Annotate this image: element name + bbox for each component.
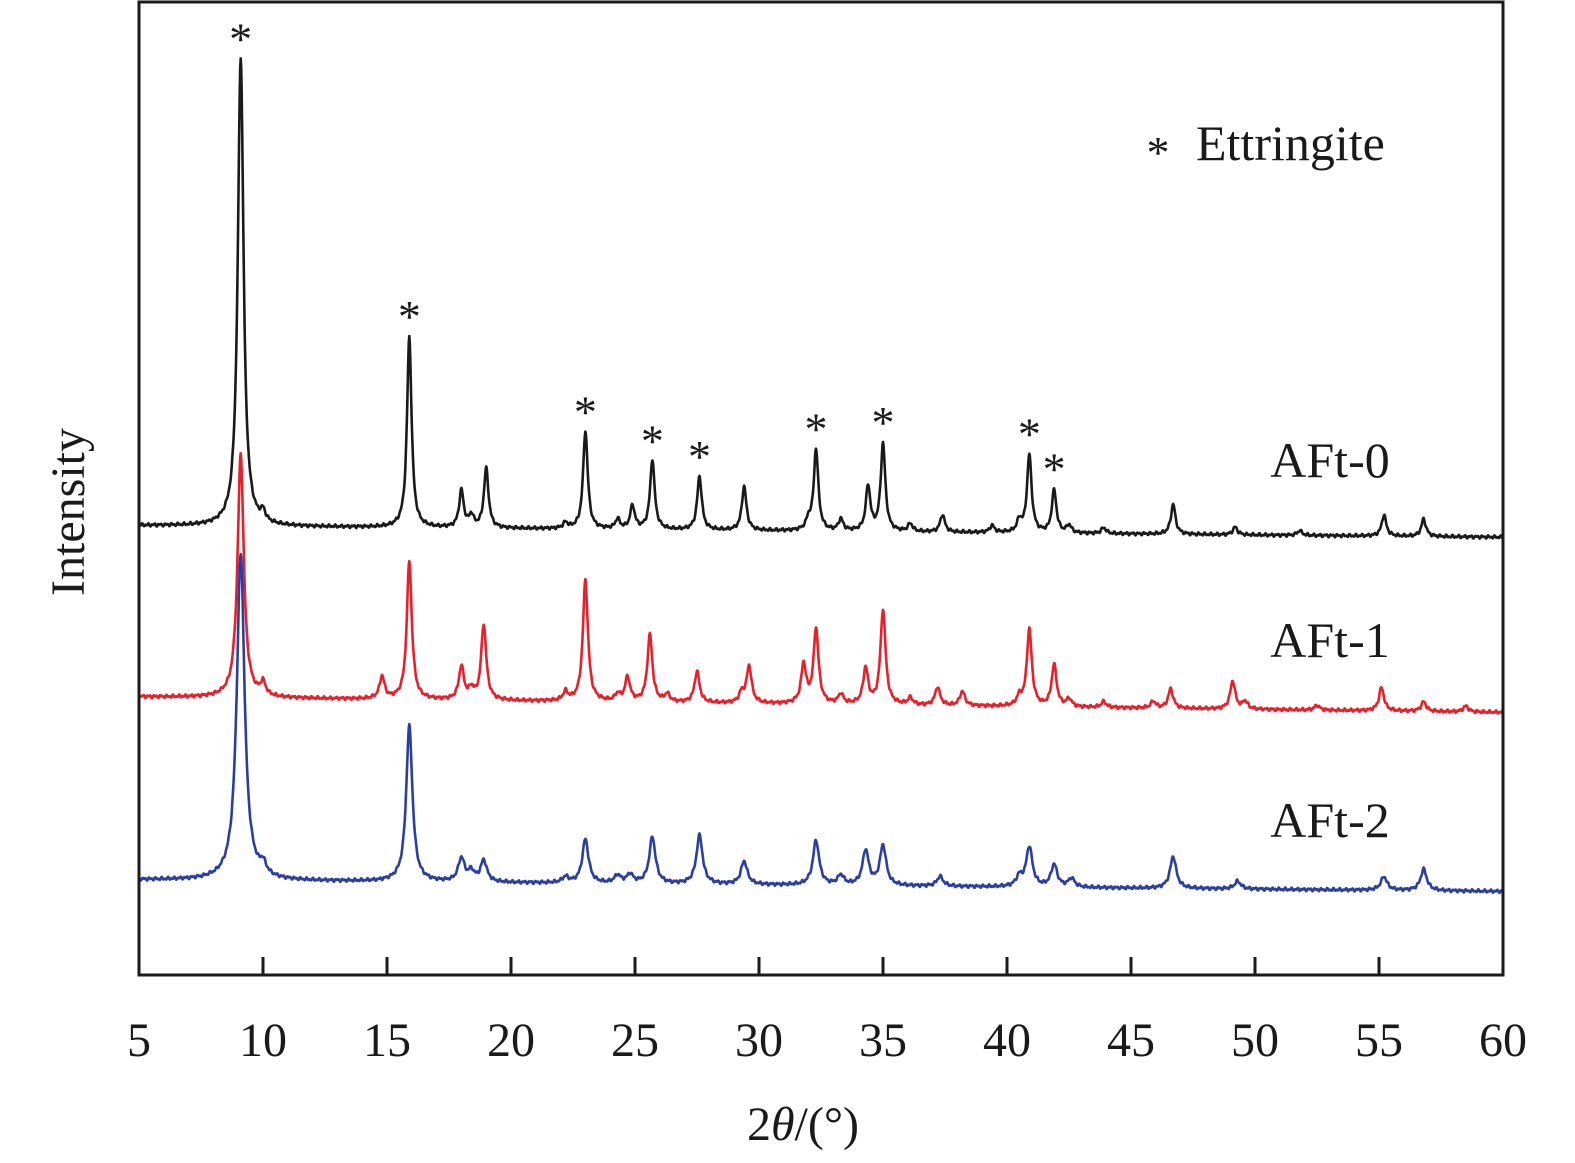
- legend: * Ettringite: [1147, 115, 1385, 178]
- x-tick-label: 5: [127, 1014, 151, 1067]
- x-axis-label-prefix: 2: [747, 1098, 771, 1151]
- series-label-aft-1: AFt-1: [1270, 612, 1389, 668]
- x-tick-label: 30: [735, 1014, 783, 1067]
- series-line-aft-0: [138, 57, 1504, 540]
- x-tick-label: 40: [983, 1014, 1031, 1067]
- series-label-aft-2: AFt-2: [1270, 792, 1389, 848]
- legend-marker: *: [1147, 127, 1170, 178]
- x-axis-label-theta: θ: [771, 1098, 795, 1151]
- x-axis-label: 2θ/(°): [747, 1098, 859, 1151]
- x-axis-label-suffix: /(°): [795, 1098, 860, 1151]
- ettringite-marker: *: [688, 431, 711, 482]
- plot-frame: [137, 0, 1505, 977]
- x-tick-label: 20: [487, 1014, 535, 1067]
- y-axis-label: Intensity: [42, 428, 95, 596]
- ettringite-marker: *: [805, 404, 828, 455]
- series-layer: [137, 57, 1505, 895]
- ettringite-marker: *: [872, 397, 895, 448]
- ettringite-marker: *: [574, 387, 597, 438]
- series-line-aft-1: [138, 452, 1505, 715]
- ettringite-markers: **** ** * **: [229, 13, 1065, 494]
- ettringite-marker: *: [398, 291, 421, 342]
- ettringite-marker: *: [641, 416, 664, 467]
- ettringite-marker: *: [1043, 443, 1066, 494]
- ettringite-marker: *: [1018, 409, 1041, 460]
- x-tick-label: 50: [1231, 1014, 1279, 1067]
- series-line-aft-2: [137, 552, 1504, 895]
- legend-label: Ettringite: [1196, 115, 1385, 171]
- series-label-aft-0: AFt-0: [1270, 432, 1389, 488]
- x-tick-label: 45: [1107, 1014, 1155, 1067]
- x-tick-label: 60: [1479, 1014, 1527, 1067]
- x-tick-label: 55: [1355, 1014, 1403, 1067]
- ettringite-marker: *: [229, 13, 252, 64]
- series-labels: AFt-0 AFt-1 AFt-2: [1270, 432, 1389, 848]
- x-axis-ticks: 5 10 15 20 25 30 35 40 45 50 55 60: [127, 957, 1527, 1067]
- x-tick-label: 15: [363, 1014, 411, 1067]
- x-tick-label: 10: [239, 1014, 287, 1067]
- x-tick-label: 25: [611, 1014, 659, 1067]
- x-tick-label: 35: [859, 1014, 907, 1067]
